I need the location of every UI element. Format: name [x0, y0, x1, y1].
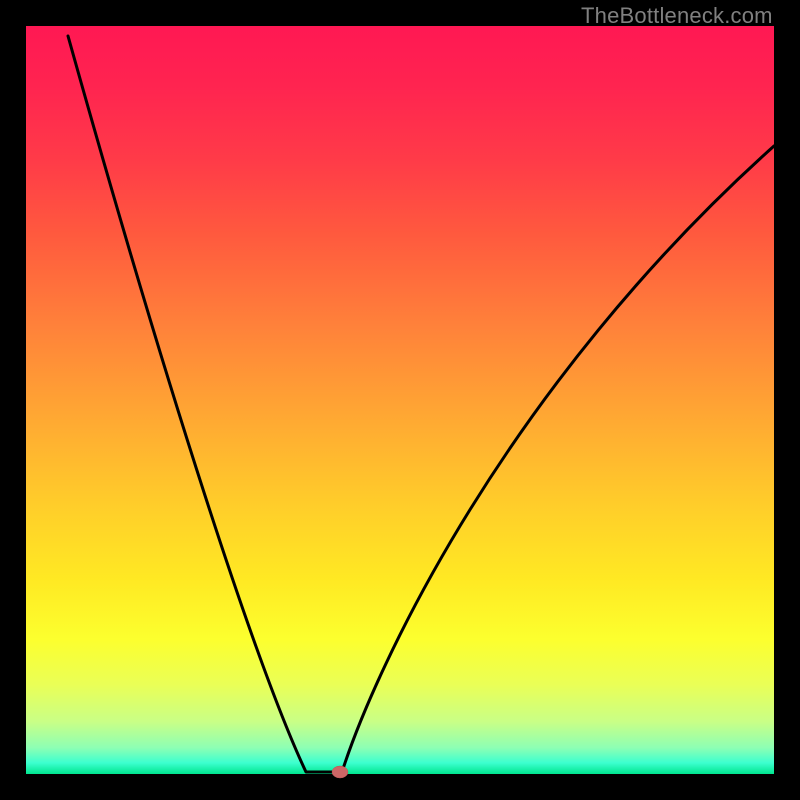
chart-frame: TheBottleneck.com: [0, 0, 800, 800]
watermark-text: TheBottleneck.com: [581, 3, 773, 29]
bottleneck-chart: [0, 0, 800, 800]
plot-area: [26, 26, 774, 774]
optimum-marker: [332, 766, 348, 778]
